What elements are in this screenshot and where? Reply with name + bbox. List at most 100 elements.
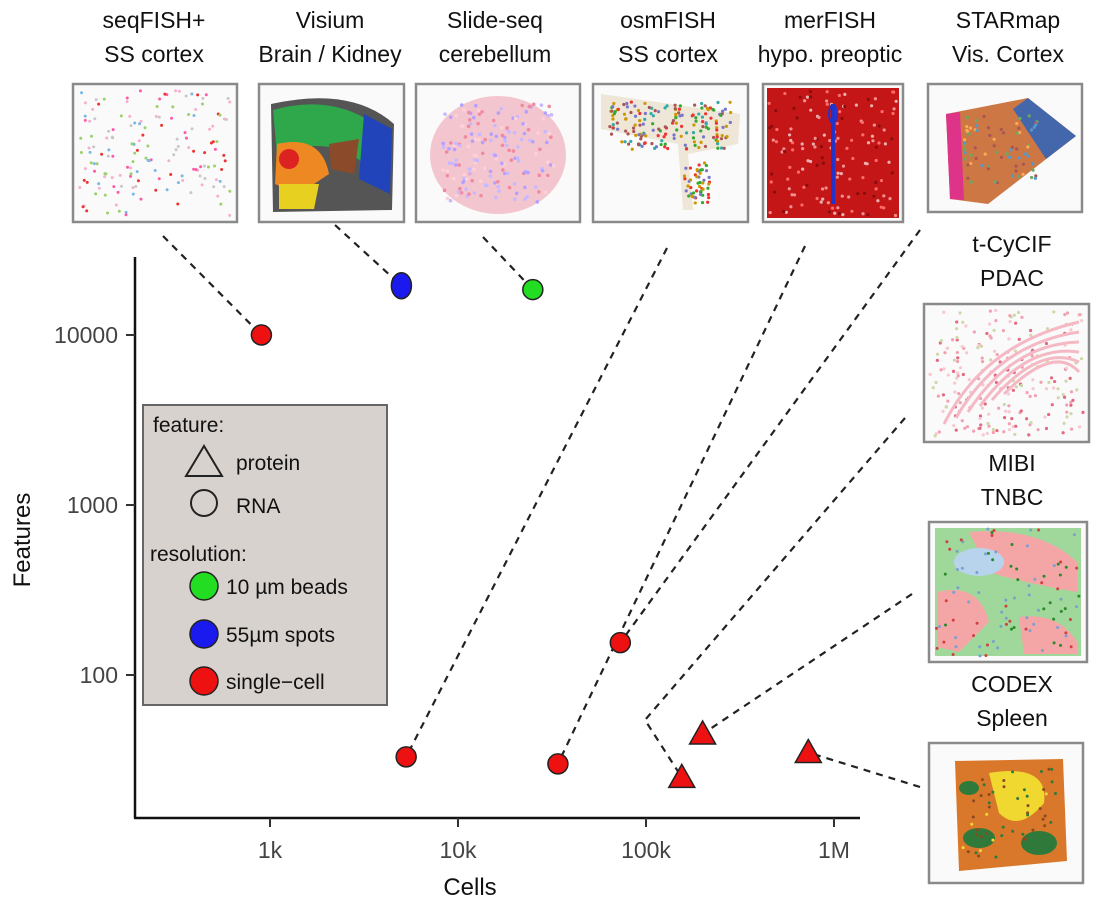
thumbnail-dot (965, 124, 969, 129)
thumbnail-dot (974, 833, 978, 837)
thumbnail-dot (883, 142, 888, 146)
thumbnail-dot (955, 327, 959, 331)
thumbnail-dot (866, 213, 870, 217)
data-point-circle (609, 631, 632, 654)
thumbnail-dot (698, 171, 702, 175)
thumbnail-dot (476, 121, 480, 126)
thumbnail-dot (966, 850, 970, 854)
thumbnail-dot (1004, 622, 1008, 626)
thumbnail-dot (79, 151, 83, 155)
thumbnail-dot (117, 209, 121, 213)
thumbnail-dot (725, 134, 729, 139)
thumbnail-dot (970, 822, 974, 826)
thumbnail-dot (691, 191, 696, 195)
thumbnail-dot (157, 115, 161, 119)
thumbnail-region (954, 330, 1080, 419)
thumbnail-dot (633, 104, 637, 108)
thumbnail-dot (1024, 837, 1028, 841)
dataset-title-line1: t-CyCIF (972, 231, 1051, 257)
thumbnail-dot (879, 205, 883, 209)
thumbnail-dot (960, 419, 964, 423)
thumbnail-dot (483, 166, 487, 171)
thumbnail-dot (790, 193, 794, 197)
thumbnail-dot (994, 308, 998, 313)
thumbnail-dot (691, 131, 696, 135)
thumbnail-dot (825, 102, 829, 106)
thumbnail-dot (728, 100, 732, 104)
thumbnail-dot (967, 132, 971, 136)
thumbnail-dot (1054, 792, 1058, 796)
thumbnail-dot (177, 89, 181, 93)
thumbnail-dot (1032, 622, 1036, 626)
thumbnail-frame (71, 82, 239, 224)
thumbnail-dot (611, 123, 615, 127)
thumbnail-dot (1047, 412, 1051, 417)
thumbnail-dot (636, 142, 641, 146)
thumbnail-dot (1012, 626, 1016, 630)
thumbnail-dot (693, 103, 697, 107)
thumbnail-dot (893, 213, 898, 218)
thumbnail-dot (632, 129, 636, 134)
thumbnail-dot (719, 146, 724, 150)
leader-line (162, 235, 263, 336)
thumbnail-dot (939, 368, 943, 372)
thumbnail-dot (942, 367, 946, 371)
thumbnail-dot (1018, 801, 1022, 805)
thumbnail-dot (453, 163, 458, 167)
thumbnail-dot (141, 133, 145, 137)
thumbnail-dot (683, 177, 687, 181)
thumbnail-dot (124, 210, 128, 214)
thumbnail-dot (467, 117, 472, 122)
thumbnail-dot (201, 96, 205, 100)
thumbnail-dot (654, 145, 659, 149)
thumbnail-dot (470, 139, 475, 144)
thumbnail-dot (836, 157, 840, 162)
thumbnail-dot (958, 401, 962, 405)
thumbnail-dot (466, 144, 471, 149)
thumbnail-dot (609, 132, 614, 136)
thumbnail-dot (477, 137, 481, 142)
thumbnail-dot (963, 157, 967, 161)
thumbnail-dot (783, 149, 787, 154)
thumbnail-dot (502, 171, 507, 176)
thumbnail-dot (192, 149, 196, 153)
thumbnail-dot (629, 139, 633, 144)
thumbnail-dot (1036, 428, 1040, 432)
thumbnail-dot (862, 191, 867, 195)
leader-lines (162, 224, 921, 789)
thumbnail-dot (1080, 319, 1084, 323)
thumbnail-dot (516, 145, 520, 149)
thumbnail-dot (840, 194, 844, 198)
thumbnail-dot (91, 107, 95, 111)
thumbnail-dot (1031, 162, 1035, 166)
thumbnail-dot (447, 161, 452, 165)
thumbnail-dot (524, 110, 529, 114)
thumbnail-dot (992, 529, 996, 533)
thumbnail-dot (991, 430, 996, 435)
thumbnail-dot (991, 427, 995, 432)
thumbnail-dot (979, 794, 983, 798)
thumbnail-dot (125, 96, 129, 100)
thumbnail-dot (974, 119, 979, 123)
thumbnail-dot (1071, 398, 1075, 402)
thumbnail-dot (539, 103, 544, 107)
thumbnail-dot (691, 113, 695, 117)
thumbnail-dot (1017, 126, 1021, 130)
thumbnail-dot (1052, 641, 1056, 645)
thumbnail-dot (991, 640, 995, 644)
thumbnail-dot (716, 146, 720, 150)
thumbnail-dot (1007, 428, 1012, 432)
thumbnail-dot (216, 194, 220, 198)
thumbnail-dot (154, 188, 158, 192)
thumbnail-dot (1065, 311, 1070, 315)
thumbnail-dot (167, 159, 171, 163)
thumbnail-dot (813, 136, 817, 141)
thumbnail-dot (215, 140, 219, 144)
thumbnail-region (969, 531, 1077, 592)
thumbnail-dot (538, 147, 542, 152)
thumbnail-dot (1029, 333, 1033, 337)
thumbnail-dot (817, 115, 821, 120)
thumbnail-dot (457, 163, 461, 167)
thumbnail-dot (1065, 403, 1069, 407)
thumbnail-dot (996, 646, 1000, 650)
